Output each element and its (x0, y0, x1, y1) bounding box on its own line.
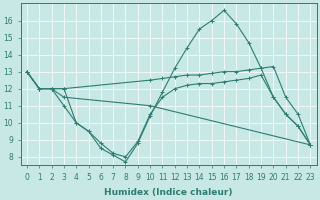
X-axis label: Humidex (Indice chaleur): Humidex (Indice chaleur) (104, 188, 233, 197)
